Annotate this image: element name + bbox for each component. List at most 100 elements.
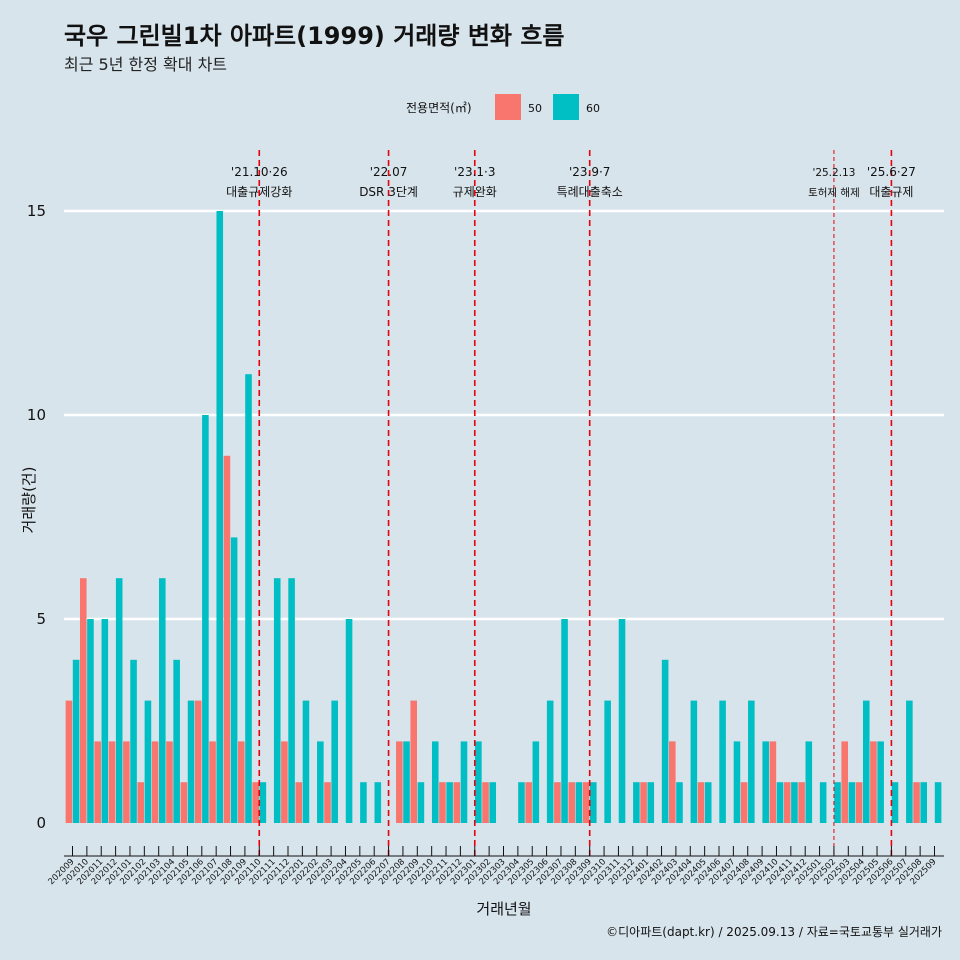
event-date-202309: '23.9·7 bbox=[569, 165, 610, 179]
bar-50-202103 bbox=[151, 741, 159, 823]
bar-60-202310 bbox=[604, 700, 611, 823]
bar-60-202201 bbox=[302, 700, 310, 823]
bar-60-202211 bbox=[446, 782, 453, 823]
bars bbox=[65, 211, 942, 823]
event-date-202502: '25.2.13 bbox=[812, 167, 855, 179]
bar-50-202009 bbox=[65, 700, 73, 823]
bar-60-202312 bbox=[633, 782, 640, 823]
event-lines: '21.10·26 대출규제강화 '22.07 DSR 3단계 '23.1·3 규제완화 '… bbox=[226, 150, 916, 856]
bar-60-202301 bbox=[475, 741, 482, 823]
bar-60-202501 bbox=[819, 782, 827, 823]
bar-50-202307 bbox=[554, 782, 561, 823]
bar-60-202401 bbox=[647, 782, 655, 823]
x-axis-title: 거래년월 bbox=[476, 900, 531, 918]
bar-60-202105 bbox=[187, 700, 195, 823]
bar-50-202305 bbox=[525, 782, 532, 823]
bar-60-202209 bbox=[417, 782, 425, 823]
bar-50-202212 bbox=[453, 782, 461, 823]
bar-50-202211 bbox=[439, 782, 446, 823]
bar-60-202509 bbox=[934, 782, 942, 823]
bar-60-202107 bbox=[216, 211, 224, 823]
bar-60-202508 bbox=[920, 782, 928, 823]
bar-50-202405 bbox=[697, 782, 705, 823]
bar-60-202507 bbox=[906, 700, 913, 823]
bar-50-202104 bbox=[166, 741, 173, 823]
bar-60-202307 bbox=[561, 619, 568, 823]
event-date-202506: '25.6·27 bbox=[867, 165, 916, 179]
y-tick-label-0: 0 bbox=[36, 814, 46, 832]
event-date-202207: '22.07 bbox=[370, 165, 408, 179]
bar-50-202011 bbox=[94, 741, 101, 823]
bar-50-202412 bbox=[798, 782, 805, 823]
bar-60-202112 bbox=[288, 578, 295, 823]
bar-60-202412 bbox=[805, 741, 813, 823]
legend: 전용면적(㎡) 50 60 bbox=[406, 94, 600, 120]
bar-50-202110 bbox=[252, 782, 259, 823]
bar-60-202410 bbox=[776, 782, 784, 823]
y-axis-title: 거래량(건) bbox=[20, 467, 38, 534]
bar-60-202103 bbox=[159, 578, 166, 823]
bar-60-202407 bbox=[733, 741, 741, 823]
bar-60-202111 bbox=[273, 578, 281, 823]
legend-swatch-60 bbox=[553, 94, 579, 120]
bar-60-202402 bbox=[661, 659, 669, 823]
bar-50-202308 bbox=[568, 782, 576, 823]
bar-50-202508 bbox=[913, 782, 920, 823]
y-tick-label-10: 10 bbox=[27, 406, 46, 424]
bar-60-202411 bbox=[791, 782, 798, 823]
bar-50-202411 bbox=[783, 782, 791, 823]
bar-60-202102 bbox=[144, 700, 152, 823]
event-label-202301: 규제완화 bbox=[453, 185, 497, 199]
event-label-202502: 토허제 해제 bbox=[808, 186, 860, 199]
bar-60-202309 bbox=[590, 782, 597, 823]
bar-60-202009 bbox=[72, 659, 80, 823]
bar-50-202208 bbox=[396, 741, 403, 823]
bar-60-202403 bbox=[676, 782, 683, 823]
bar-60-202506 bbox=[891, 782, 899, 823]
bar-60-202409 bbox=[762, 741, 769, 823]
bar-50-202505 bbox=[870, 741, 877, 823]
bar-60-202304 bbox=[518, 782, 525, 823]
bar-60-202208 bbox=[403, 741, 410, 823]
bar-50-202012 bbox=[108, 741, 116, 823]
bar-60-202106 bbox=[202, 415, 209, 823]
bar-60-202406 bbox=[719, 700, 726, 823]
bar-60-202504 bbox=[862, 700, 870, 823]
y-axis-ticks: 0 5 10 15 bbox=[27, 202, 46, 832]
bar-50-202209 bbox=[410, 700, 417, 823]
bar-60-202108 bbox=[230, 537, 238, 823]
bar-60-202101 bbox=[130, 659, 137, 823]
bar-50-202401 bbox=[640, 782, 647, 823]
bar-50-202010 bbox=[79, 578, 87, 823]
event-label-202309: 특례대출축소 bbox=[557, 185, 623, 199]
chart-caption: ©디아파트(dapt.kr) / 2025.09.13 / 자료=국토교통부 실… bbox=[606, 925, 942, 939]
bar-60-202306 bbox=[546, 700, 554, 823]
event-label-202110: 대출규제강화 bbox=[226, 185, 292, 199]
bar-50-202503 bbox=[841, 741, 848, 823]
bar-60-202308 bbox=[575, 782, 583, 823]
event-label-202207: DSR 3단계 bbox=[359, 185, 418, 199]
bar-60-202503 bbox=[848, 782, 856, 823]
bar-60-202210 bbox=[431, 741, 439, 823]
bar-60-202204 bbox=[345, 619, 353, 823]
bar-60-202302 bbox=[489, 782, 497, 823]
event-date-202301: '23.1·3 bbox=[454, 165, 495, 179]
bar-50-202105 bbox=[180, 782, 188, 823]
bar-60-202212 bbox=[460, 741, 468, 823]
event-date-202110: '21.10·26 bbox=[231, 165, 288, 179]
chart-title: 국우 그린빌1차 아파트(1999) 거래량 변화 흐름 bbox=[64, 22, 565, 50]
bar-60-202205 bbox=[360, 782, 367, 823]
bar-50-202112 bbox=[281, 741, 288, 823]
bar-50-202108 bbox=[223, 455, 231, 823]
bar-50-202410 bbox=[769, 741, 777, 823]
bar-60-202505 bbox=[877, 741, 884, 823]
bar-60-202010 bbox=[87, 619, 94, 823]
bar-50-202102 bbox=[137, 782, 145, 823]
bar-60-202502 bbox=[834, 782, 841, 823]
bar-60-202202 bbox=[317, 741, 324, 823]
bar-50-202403 bbox=[669, 741, 676, 823]
bar-50-202107 bbox=[209, 741, 216, 823]
legend-title: 전용면적(㎡) bbox=[406, 101, 472, 115]
